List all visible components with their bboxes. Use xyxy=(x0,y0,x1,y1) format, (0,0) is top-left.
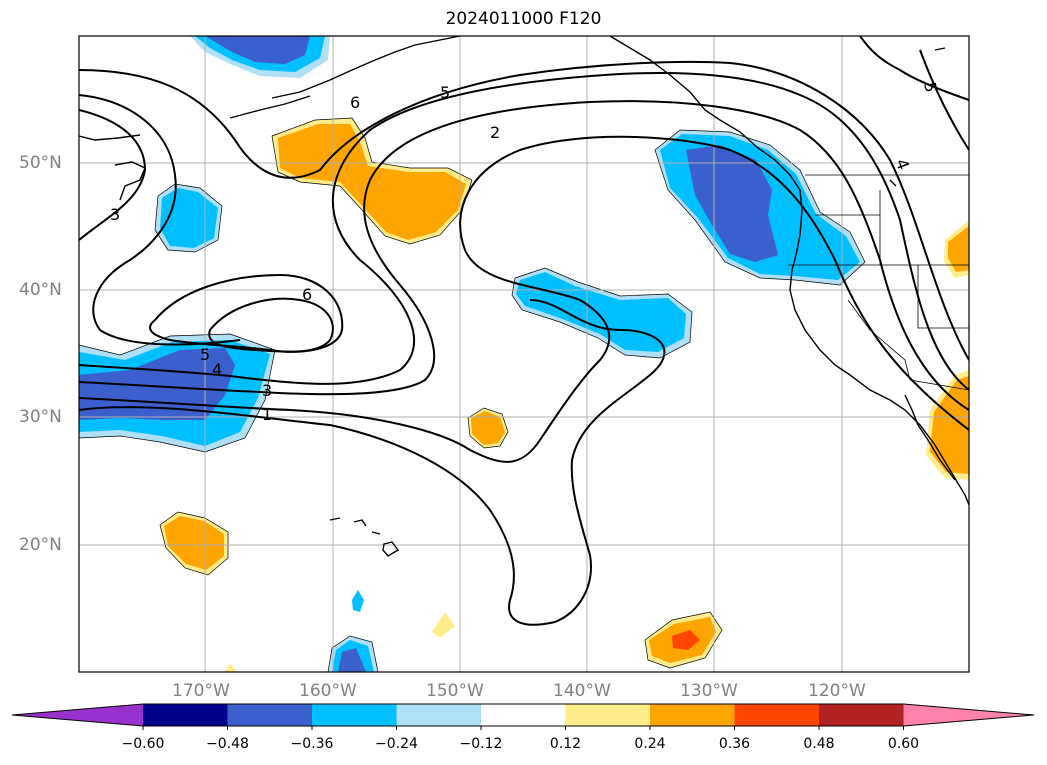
colorbar-tick-label: 0.36 xyxy=(718,736,751,752)
colorbar-segment xyxy=(734,704,820,726)
contour-label: 5 xyxy=(920,80,940,93)
colorbar-segment xyxy=(143,704,228,726)
lon-label: 130°W xyxy=(680,681,738,701)
contour-label: 5 xyxy=(200,345,210,364)
positive-anomaly-east-edge xyxy=(926,220,969,480)
positive-anomaly-small-30n xyxy=(468,408,508,448)
lat-label: 40°N xyxy=(19,280,62,300)
contour-label: 6 xyxy=(302,285,312,304)
negative-anomaly-northwest-coast xyxy=(655,130,865,285)
colorbar-tick-label: −0.24 xyxy=(375,736,418,752)
colorbar-segment xyxy=(481,704,566,726)
lat-label: 20°N xyxy=(19,535,62,555)
contour-label: 1 xyxy=(262,405,272,424)
colorbar-segment xyxy=(650,704,735,726)
colorbar-tick-label: −0.12 xyxy=(459,736,503,752)
lat-label: 30°N xyxy=(19,407,62,427)
contour-label-group: 3 6 5 2 6 5 4 3 1 5 4 xyxy=(110,80,941,424)
colorbar-segment xyxy=(819,704,904,726)
lat-label: 50°N xyxy=(19,153,62,173)
negative-anomaly-top-center xyxy=(190,36,330,78)
colorbar-segment xyxy=(312,704,397,726)
graticule xyxy=(79,36,969,672)
contour-label: 3 xyxy=(110,205,120,224)
colorbar-extend-low xyxy=(12,704,143,726)
colorbar-tick-label: 0.60 xyxy=(887,736,920,752)
coastlines xyxy=(79,36,969,557)
contour-label: 5 xyxy=(440,83,450,102)
colorbar-tick-label: −0.60 xyxy=(121,736,165,752)
colorbar-outline xyxy=(11,703,1035,727)
colorbar-segment xyxy=(565,704,651,726)
colorbar-segment xyxy=(227,704,313,726)
lon-label: 120°W xyxy=(808,681,866,701)
map-plot: 3 6 5 2 6 5 4 3 1 5 4 xyxy=(78,35,970,673)
contour-lines xyxy=(79,36,969,626)
contour-label: 3 xyxy=(262,381,272,400)
contour-label: 4 xyxy=(212,360,222,379)
colorbar-tick-label: −0.36 xyxy=(290,736,334,752)
colorbar-tick-label: 0.48 xyxy=(803,736,835,752)
negative-anomaly-west-30n xyxy=(79,334,275,452)
colorbar-tick-label: −0.48 xyxy=(206,736,249,752)
lon-label: 170°W xyxy=(172,681,230,701)
map-frame xyxy=(78,35,970,673)
contour-label: 2 xyxy=(490,123,500,142)
lon-label: 160°W xyxy=(299,681,357,701)
colorbar-segment xyxy=(396,704,482,726)
colorbar-tick-label: 0.12 xyxy=(549,736,582,752)
colorbar-tick-label: 0.24 xyxy=(634,736,666,752)
positive-anomaly-north-central xyxy=(272,118,472,244)
contour-label: 6 xyxy=(350,93,360,112)
colorbar-extend-high xyxy=(903,704,1034,726)
negative-anomaly-south-small xyxy=(224,590,455,672)
lon-label: 140°W xyxy=(553,681,611,701)
lon-label: 150°W xyxy=(426,681,484,701)
map-title: 2024011000 F120 xyxy=(445,9,602,29)
political-borders xyxy=(788,174,969,391)
